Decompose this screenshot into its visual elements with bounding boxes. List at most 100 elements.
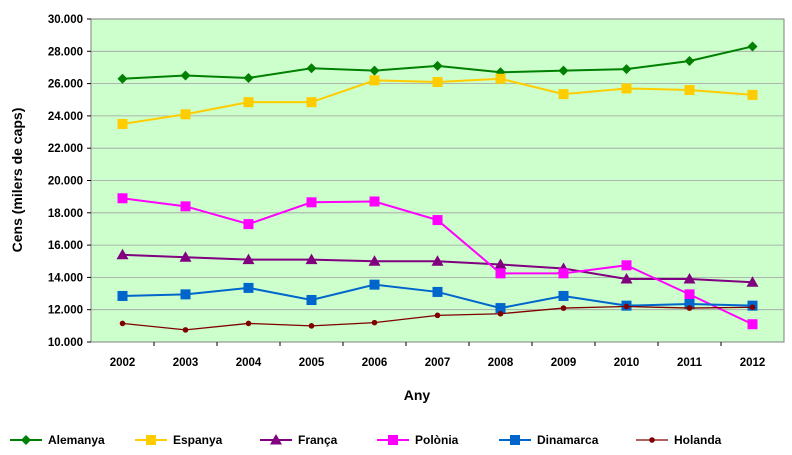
data-point — [117, 193, 128, 204]
x-tick-label: 2011 — [677, 357, 703, 369]
data-point — [747, 41, 758, 52]
data-point — [431, 255, 444, 266]
legend-label: Polònia — [415, 433, 459, 447]
data-point — [388, 435, 398, 445]
series-polònia — [117, 193, 758, 330]
legend-label: França — [298, 433, 338, 447]
x-axis-ticks: 2002 2003 2004 2005 2006 2007 2008 2009 2010 2011… — [110, 342, 765, 369]
data-point — [495, 268, 506, 279]
data-point — [432, 60, 443, 71]
data-point — [510, 435, 520, 445]
x-tick-label: 2004 — [236, 357, 262, 369]
legend: Alemanya Espanya França Polònia Dinamarca Hol… — [10, 433, 722, 447]
data-point — [117, 118, 128, 129]
data-point — [180, 201, 191, 212]
data-point — [621, 83, 632, 94]
data-point — [369, 75, 380, 86]
data-point — [270, 434, 282, 445]
y-tick-label: 20.000 — [48, 176, 83, 188]
data-point — [306, 63, 317, 74]
legend-item: Espanya — [135, 433, 223, 447]
legend-label: Espanya — [173, 433, 223, 447]
x-tick-label: 2009 — [551, 357, 577, 369]
y-tick-label: 16.000 — [48, 240, 83, 252]
y-tick-label: 14.000 — [48, 272, 83, 284]
x-tick-label: 2005 — [299, 357, 325, 369]
y-tick-label: 24.000 — [48, 111, 83, 123]
data-point — [243, 72, 254, 83]
data-point — [117, 73, 128, 84]
x-tick-label: 2003 — [173, 357, 199, 369]
data-point — [495, 73, 506, 84]
data-point — [306, 97, 317, 108]
data-point — [747, 319, 758, 330]
data-point — [558, 268, 569, 279]
series-espanya — [117, 73, 758, 129]
data-point — [243, 282, 254, 293]
legend-label: Alemanya — [48, 433, 105, 447]
data-point — [494, 258, 507, 269]
y-tick-label: 26.000 — [48, 79, 83, 91]
data-point — [117, 290, 128, 301]
legend-item: Holanda — [636, 433, 722, 447]
x-axis-title: Any — [404, 387, 431, 403]
data-point — [434, 312, 441, 319]
x-tick-label: 2007 — [425, 357, 451, 369]
data-point — [245, 320, 252, 327]
data-point — [368, 255, 381, 266]
x-tick-label: 2010 — [614, 357, 640, 369]
data-point — [684, 299, 695, 310]
data-point — [305, 253, 318, 265]
data-point — [180, 289, 191, 300]
data-point — [495, 303, 506, 314]
legend-item: Dinamarca — [499, 433, 599, 447]
series-dinamarca — [117, 279, 758, 314]
data-point — [684, 85, 695, 96]
data-point — [243, 219, 254, 230]
data-point — [243, 97, 254, 108]
data-point — [182, 327, 189, 333]
data-point — [749, 304, 756, 311]
x-tick-label: 2008 — [488, 357, 514, 369]
legend-label: Holanda — [674, 433, 722, 447]
data-point — [497, 310, 504, 317]
data-point — [432, 215, 443, 226]
data-point — [558, 89, 569, 100]
y-axis-title: Cens (milers de caps) — [9, 108, 25, 253]
y-tick-label: 22.000 — [48, 143, 83, 155]
data-point — [146, 435, 156, 445]
data-point — [180, 70, 191, 81]
x-tick-label: 2002 — [110, 357, 136, 369]
data-point — [746, 276, 759, 287]
data-point — [623, 303, 630, 310]
data-point — [558, 65, 569, 76]
y-axis-ticks: 10.000 12.000 14.000 16.000 18.000 20.000 22.0… — [48, 14, 91, 349]
data-point — [621, 64, 632, 75]
data-point — [649, 437, 655, 443]
x-tick-label: 2006 — [362, 357, 388, 369]
data-point — [306, 295, 317, 306]
series-holanda — [119, 303, 756, 333]
y-tick-label: 12.000 — [48, 305, 83, 317]
data-point — [621, 260, 632, 271]
y-tick-label: 28.000 — [48, 46, 83, 58]
data-point — [116, 248, 129, 260]
data-point — [242, 253, 255, 265]
data-point — [371, 319, 378, 326]
data-point — [119, 320, 126, 327]
series-frança — [116, 248, 759, 287]
data-point — [683, 273, 696, 284]
data-point — [684, 289, 695, 300]
data-point — [180, 109, 191, 120]
data-point — [432, 76, 443, 87]
data-point — [684, 55, 695, 66]
data-point — [369, 65, 380, 76]
data-point — [560, 305, 567, 311]
legend-item: França — [260, 433, 338, 447]
y-tick-label: 10.000 — [48, 337, 83, 349]
data-point — [179, 251, 192, 262]
data-point — [308, 323, 315, 329]
data-point — [306, 197, 317, 208]
